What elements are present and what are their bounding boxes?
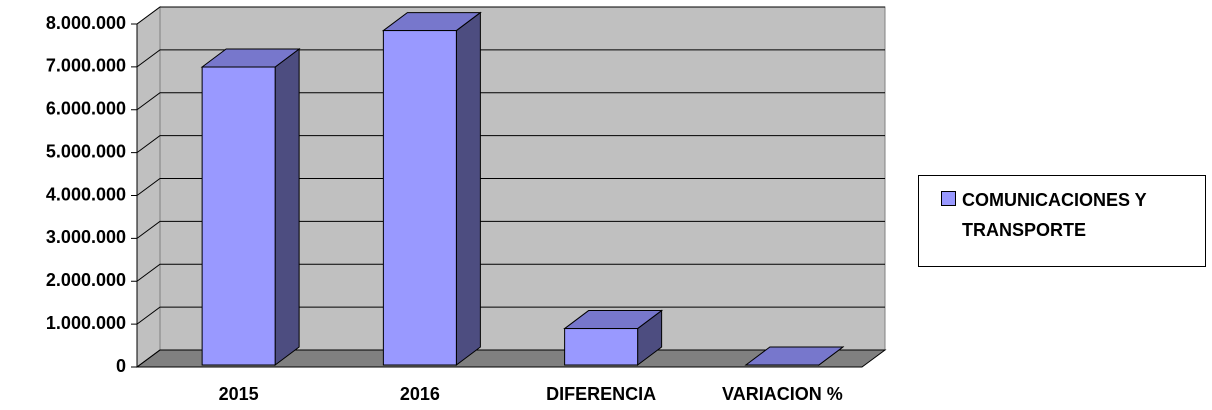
x-tick-label: 2016 bbox=[400, 384, 440, 404]
y-tick-label: 1.000.000 bbox=[46, 313, 126, 333]
grid-line bbox=[136, 178, 885, 196]
bar-side bbox=[274, 48, 300, 366]
x-tick-label: VARIACION % bbox=[722, 384, 843, 404]
legend-swatch bbox=[941, 191, 956, 206]
y-tick-label: 7.000.000 bbox=[46, 56, 126, 76]
y-tick-label: 3.000.000 bbox=[46, 227, 126, 247]
x-tick-label: DIFERENCIA bbox=[546, 384, 656, 404]
bar bbox=[564, 328, 639, 366]
grid-line bbox=[136, 306, 885, 325]
bar bbox=[201, 66, 276, 366]
grid-line bbox=[136, 220, 885, 239]
y-tick-label: 6.000.000 bbox=[46, 99, 126, 119]
y-tick-label: 4.000.000 bbox=[46, 184, 126, 204]
bar-side bbox=[455, 11, 481, 366]
grid-line bbox=[136, 263, 885, 282]
y-tick-label: 8.000.000 bbox=[46, 13, 126, 33]
y-tick-label: 0 bbox=[116, 356, 126, 376]
y-tick-label: 5.000.000 bbox=[46, 141, 126, 161]
bar bbox=[382, 30, 457, 366]
grid-line bbox=[136, 92, 885, 111]
y-tick-label: 2.000.000 bbox=[46, 270, 126, 290]
grid-line bbox=[136, 49, 885, 68]
legend: COMUNICACIONES Y TRANSPORTE bbox=[918, 175, 1206, 267]
legend-label: COMUNICACIONES Y TRANSPORTE bbox=[962, 190, 1147, 240]
x-tick-label: 2015 bbox=[219, 384, 259, 404]
grid-line bbox=[136, 135, 885, 154]
grid-line bbox=[136, 6, 885, 25]
